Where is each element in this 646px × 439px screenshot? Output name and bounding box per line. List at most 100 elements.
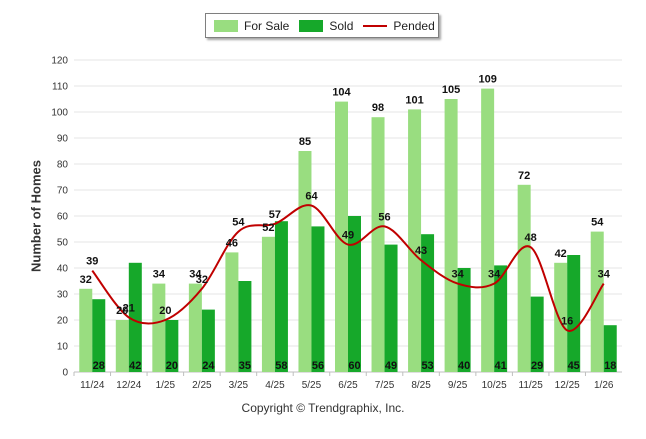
label-for-sale: 101 xyxy=(405,94,423,106)
label-for-sale: 72 xyxy=(518,170,530,182)
legend-item-pended[interactable]: Pended xyxy=(363,18,435,33)
y-tick-label: 120 xyxy=(51,56,68,67)
bar-sold xyxy=(494,265,508,372)
x-tick-label: 9/25 xyxy=(448,380,468,391)
label-for-sale: 34 xyxy=(153,269,166,281)
label-pended: 21 xyxy=(123,302,135,314)
bar-for-sale xyxy=(298,151,312,372)
x-tick-label: 1/25 xyxy=(156,380,176,391)
label-pended: 32 xyxy=(196,274,208,286)
label-pended: 57 xyxy=(269,209,281,221)
bar-sold xyxy=(311,226,325,372)
label-pended: 48 xyxy=(525,232,537,244)
bar-for-sale xyxy=(115,320,129,372)
label-sold: 49 xyxy=(385,360,397,372)
legend-swatch-pended xyxy=(363,24,388,27)
label-sold: 45 xyxy=(568,360,580,372)
bar-for-sale xyxy=(225,252,239,372)
label-sold: 24 xyxy=(202,360,215,372)
label-pended: 39 xyxy=(86,256,98,268)
label-for-sale: 85 xyxy=(299,136,311,148)
bar-for-sale xyxy=(335,101,348,372)
label-sold: 56 xyxy=(312,360,324,372)
bar-sold xyxy=(603,325,617,372)
y-tick-label: 40 xyxy=(57,264,69,275)
bar-for-sale xyxy=(408,109,422,373)
x-tick-label: 12/25 xyxy=(555,380,580,391)
bar-for-sale xyxy=(590,231,604,372)
bar-sold xyxy=(238,281,252,372)
y-tick-label: 30 xyxy=(57,290,69,301)
y-tick-label: 90 xyxy=(57,134,69,145)
line-pended xyxy=(91,204,605,332)
bar-sold xyxy=(567,255,581,372)
label-pended: 64 xyxy=(305,191,318,203)
label-pended: 34 xyxy=(598,269,611,281)
bar-for-sale xyxy=(79,288,93,372)
bar-sold xyxy=(128,262,142,372)
y-axis-title: Number of Homes xyxy=(28,160,44,272)
label-pended: 49 xyxy=(342,230,354,242)
legend-swatch-for-sale xyxy=(214,19,238,32)
y-tick-label: 60 xyxy=(57,212,69,223)
label-sold: 20 xyxy=(166,360,178,372)
label-for-sale: 52 xyxy=(262,222,274,234)
x-tick-label: 4/25 xyxy=(265,380,285,391)
legend-item-for-sale[interactable]: For Sale xyxy=(214,19,289,33)
x-tick-label: 11/24 xyxy=(80,380,105,391)
y-tick-label: 80 xyxy=(57,160,69,171)
legend-label-pended: Pended xyxy=(393,18,435,33)
legend-item-sold[interactable]: Sold xyxy=(299,19,353,33)
label-pended: 16 xyxy=(561,315,573,327)
x-tick-label: 7/25 xyxy=(375,380,395,391)
label-sold: 60 xyxy=(348,360,360,372)
bar-sold xyxy=(92,299,106,372)
bar-for-sale xyxy=(152,283,166,372)
bar-sold xyxy=(384,244,398,372)
bar-for-sale xyxy=(554,262,568,372)
y-tick-label: 110 xyxy=(52,82,68,93)
label-for-sale: 109 xyxy=(478,74,496,86)
label-sold: 53 xyxy=(421,360,433,372)
y-tick-label: 100 xyxy=(51,108,68,119)
bar-for-sale xyxy=(188,283,202,372)
label-pended: 20 xyxy=(159,305,171,317)
legend-label-for-sale: For Sale xyxy=(244,18,290,33)
x-tick-label: 6/25 xyxy=(338,380,358,391)
x-tick-label: 2/25 xyxy=(192,380,212,391)
label-for-sale: 104 xyxy=(332,87,351,99)
label-sold: 28 xyxy=(93,360,105,372)
label-pended: 43 xyxy=(415,245,427,257)
x-tick-label: 11/25 xyxy=(519,380,544,391)
bar-sold xyxy=(274,221,288,372)
label-pended: 34 xyxy=(451,269,464,281)
x-tick-label: 1/26 xyxy=(594,380,614,391)
bar-for-sale xyxy=(517,184,531,372)
legend-swatch-sold xyxy=(299,19,324,32)
bar-sold xyxy=(457,268,471,372)
bar-sold xyxy=(348,216,361,372)
label-for-sale: 20 xyxy=(116,305,128,317)
label-pended: 56 xyxy=(378,211,390,223)
y-tick-label: 50 xyxy=(57,238,69,249)
copyright-text: Copyright © Trendgraphix, Inc. xyxy=(241,401,405,415)
label-sold: 18 xyxy=(604,360,616,372)
label-for-sale: 42 xyxy=(555,248,567,260)
label-sold: 58 xyxy=(275,360,287,372)
label-for-sale: 54 xyxy=(591,217,604,229)
bar-for-sale xyxy=(371,117,385,372)
x-tick-label: 3/25 xyxy=(229,380,249,391)
label-for-sale: 34 xyxy=(189,269,202,281)
label-for-sale: 46 xyxy=(226,237,238,249)
label-sold: 29 xyxy=(531,360,543,372)
x-tick-label: 8/25 xyxy=(411,380,431,391)
y-tick-label: 0 xyxy=(62,368,68,379)
bar-sold xyxy=(165,320,179,372)
label-pended: 54 xyxy=(232,217,245,229)
y-tick-label: 70 xyxy=(57,186,69,197)
bar-for-sale xyxy=(261,236,275,372)
y-tick-label: 20 xyxy=(57,316,69,327)
bar-sold xyxy=(201,309,215,372)
